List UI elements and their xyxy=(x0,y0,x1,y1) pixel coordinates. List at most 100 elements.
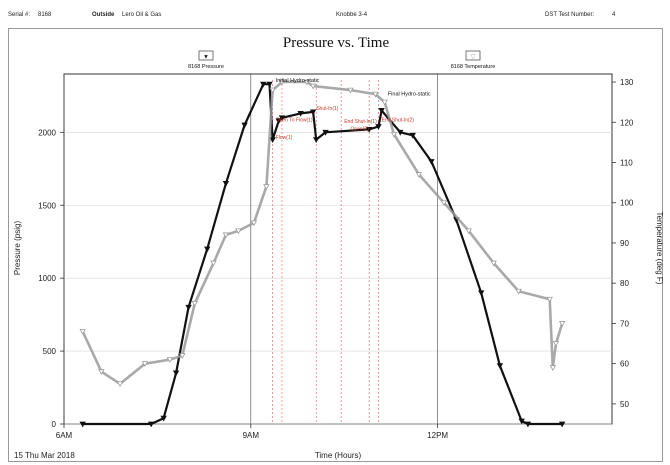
pressure-data-point xyxy=(428,159,435,165)
pressure-data-point xyxy=(559,421,566,428)
temperature-data-point xyxy=(191,300,198,307)
y-tick-label: 500 xyxy=(43,347,57,356)
pressure-data-point xyxy=(266,81,273,88)
pressure-data-point xyxy=(496,363,504,369)
pressure-data-point xyxy=(260,81,267,88)
y2-tick-label: 50 xyxy=(620,400,629,409)
temperature-data-point xyxy=(415,172,423,178)
test-number-label: DST Test Number: xyxy=(545,12,595,18)
pressure-data-point xyxy=(524,421,532,428)
temperature-data-point xyxy=(141,361,149,367)
temperature-data-point xyxy=(235,228,242,235)
pressure-legend-label: 8168 Pressure xyxy=(188,64,224,70)
event-annotation: End Shut-In(1) xyxy=(344,119,377,125)
y-tick-label: 1500 xyxy=(38,201,56,210)
x-tick-label: 9AM xyxy=(243,431,260,440)
event-annotation: Initial Hydro-static xyxy=(276,78,320,84)
temperature-data-point xyxy=(559,321,566,327)
temperature-data-point xyxy=(549,365,557,372)
temperature-data-point xyxy=(98,369,105,376)
chart-title: Pressure vs. Time xyxy=(283,35,390,51)
pressure-data-point xyxy=(79,421,86,428)
outside-label: Outside xyxy=(92,12,115,18)
pressure-data-point xyxy=(160,415,167,422)
y2-tick-label: 70 xyxy=(620,319,629,328)
pressure-data-point xyxy=(378,108,385,114)
pressure-data-point xyxy=(204,246,211,253)
temperature-data-point xyxy=(546,296,553,303)
pressure-data-point xyxy=(397,129,404,136)
pressure-data-point xyxy=(409,132,416,139)
y2-tick-label: 110 xyxy=(620,159,633,168)
pressure-data-point xyxy=(269,137,276,143)
well-name: Knobbe 3-4 xyxy=(336,12,368,18)
date-label: 15 Thu Mar 2018 xyxy=(14,451,75,460)
y2-tick-label: 130 xyxy=(620,78,634,87)
temperature-data-point xyxy=(303,79,311,86)
y2-tick-label: 60 xyxy=(620,360,629,369)
temperature-data-point xyxy=(116,381,124,388)
pressure-data-point xyxy=(365,127,373,133)
y2-tick-label: 80 xyxy=(620,279,629,288)
y-tick-label: 1000 xyxy=(38,274,56,283)
pressure-data-point xyxy=(518,418,525,425)
event-annotation: Shut-In(1) xyxy=(316,106,339,112)
temperature-data-point xyxy=(381,99,388,106)
y-axis-label: Pressure (psig) xyxy=(13,221,22,276)
temperature-data-point xyxy=(347,87,354,94)
event-annotation: End Shut-In(2) xyxy=(382,118,415,124)
pressure-data-point xyxy=(222,180,230,187)
y2-axis-label: Temperature (deg F) xyxy=(655,212,664,285)
temperature-data-point xyxy=(263,184,270,190)
pressure-data-point xyxy=(375,124,382,130)
temperature-data-point xyxy=(390,131,398,138)
temperature-data-point xyxy=(222,232,230,239)
event-annotation: Flow(1) xyxy=(276,135,293,141)
x-axis-label: Time (Hours) xyxy=(315,451,362,460)
y2-tick-label: 100 xyxy=(620,199,634,208)
temperature-data-point xyxy=(515,288,522,295)
pressure-legend-box[interactable] xyxy=(198,50,214,61)
company-name: Lero Oil & Gas xyxy=(122,12,162,18)
plot-area xyxy=(63,73,613,425)
temperature-data-point xyxy=(278,79,286,86)
temperature-data-point xyxy=(79,329,86,335)
y2-tick-label: 90 xyxy=(620,239,629,248)
temperature-data-point xyxy=(440,200,448,207)
pressure-data-point xyxy=(478,290,485,297)
temperature-data-point xyxy=(269,87,276,94)
pressure-data-point xyxy=(241,122,248,129)
pressure-data-point xyxy=(297,110,304,117)
test-number-value: 4 xyxy=(612,12,616,18)
y-tick-label: 0 xyxy=(52,420,57,429)
pressure-data-point xyxy=(309,109,317,116)
pressure-data-point xyxy=(313,137,320,143)
y2-tick-label: 120 xyxy=(620,118,634,127)
temperature-legend-icon: ▽ xyxy=(471,55,476,61)
temperature-data-point xyxy=(179,353,186,359)
x-tick-label: 6AM xyxy=(56,431,73,440)
event-annotation: Open To Flow(1) xyxy=(276,118,313,124)
temperature-data-point xyxy=(465,228,472,235)
pressure-legend-icon: ▼ xyxy=(203,55,209,61)
pressure-data-point xyxy=(322,129,329,136)
serial-label: Serial #: xyxy=(8,12,31,18)
pressure-data-point xyxy=(278,115,286,122)
temperature-data-point xyxy=(552,341,560,347)
event-annotation: Final Hydro-static xyxy=(388,91,431,97)
temperature-data-point xyxy=(210,260,217,267)
pressure-data-point xyxy=(148,421,155,428)
temperature-legend-label: 8168 Temperature xyxy=(451,64,496,70)
temperature-data-point xyxy=(372,91,379,98)
pressure-data-point xyxy=(172,370,180,377)
serial-value: 8168 xyxy=(38,12,52,18)
temperature-data-point xyxy=(166,357,174,363)
temperature-data-point xyxy=(309,83,317,90)
pressure-data-point xyxy=(275,118,283,124)
temperature-data-point xyxy=(490,260,497,267)
event-annotation: Open(2) xyxy=(350,126,369,132)
y-tick-label: 2000 xyxy=(38,128,56,137)
temperature-legend-box[interactable] xyxy=(465,50,481,61)
pressure-data-point xyxy=(185,304,192,311)
